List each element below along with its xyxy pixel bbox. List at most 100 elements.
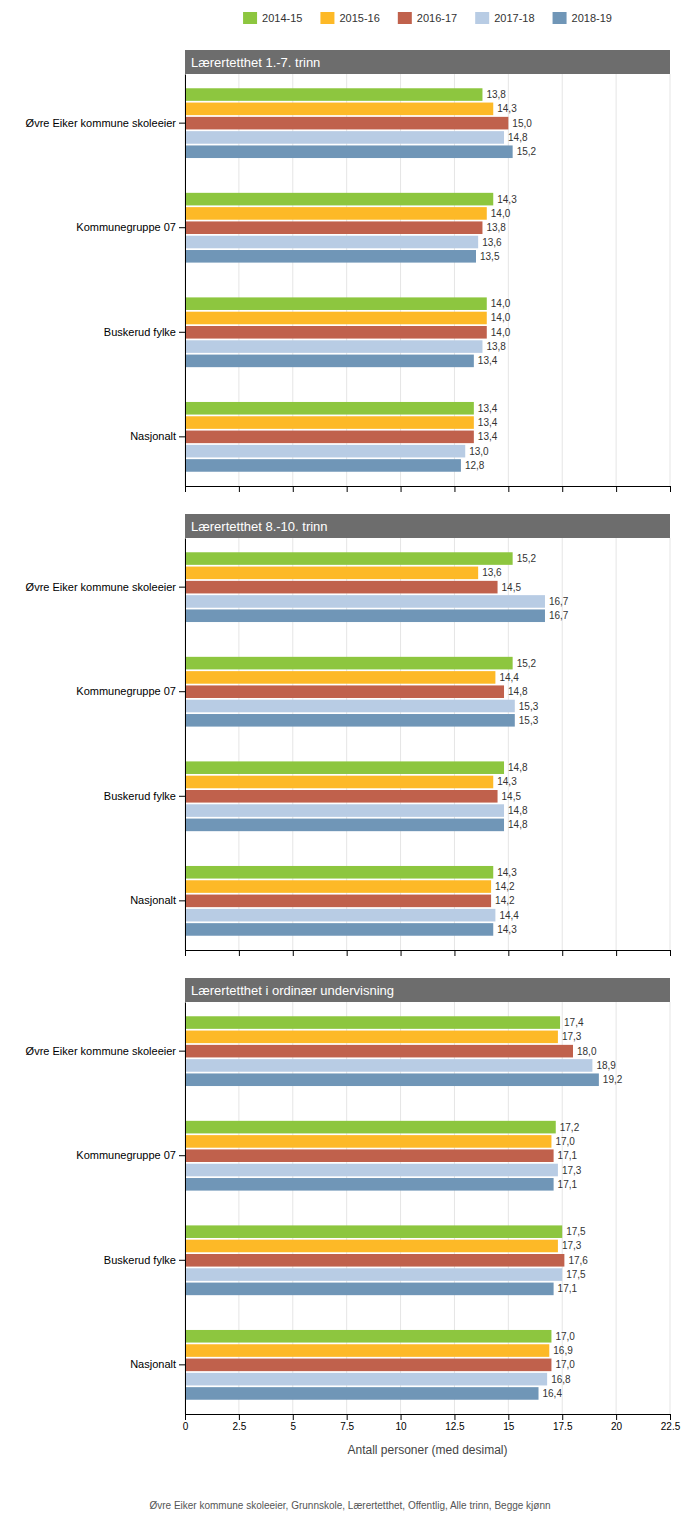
data-label: 17,0 — [555, 1331, 575, 1342]
x-tick-label: 17.5 — [553, 1421, 573, 1432]
x-tick-label: 2.5 — [232, 1421, 246, 1432]
bar — [185, 459, 461, 472]
data-label: 14,8 — [508, 805, 528, 816]
data-labels: 15,215,214,814,313,614,414,314,214,514,8… — [482, 553, 569, 935]
x-tick-mark — [293, 486, 294, 492]
x-tick-mark — [670, 950, 671, 956]
y-tick: Buskerud fylke — [104, 1254, 185, 1266]
bar — [185, 416, 474, 429]
data-label: 14,4 — [499, 910, 519, 921]
data-label: 14,8 — [508, 762, 528, 773]
title: Lærertetthet i ordinær undervisning — [191, 983, 394, 998]
bar — [185, 1149, 554, 1162]
bar — [185, 685, 504, 698]
x-tick — [508, 486, 509, 492]
bar — [185, 340, 482, 353]
legend-item: 2014-15 — [243, 12, 302, 24]
grid — [185, 74, 670, 486]
data-label: 14,8 — [508, 132, 528, 143]
grid-line — [562, 74, 563, 486]
bar — [185, 445, 465, 458]
x-tick: 5 — [290, 1414, 296, 1432]
x-tick-mark — [616, 950, 617, 956]
data-label: 17,0 — [555, 1136, 575, 1147]
data-label: 18,0 — [577, 1046, 597, 1057]
bar — [185, 609, 545, 622]
y-axis: Øvre Eiker kommune skoleeierKommunegrupp… — [26, 539, 186, 951]
y-axis-line — [185, 1003, 186, 1415]
bar — [185, 207, 487, 220]
bar — [185, 567, 478, 580]
section-header — [185, 514, 670, 538]
data-label: 14,0 — [491, 312, 511, 323]
legend-item: 2016-17 — [398, 12, 457, 24]
data-label: 13,8 — [486, 341, 506, 352]
data-label: 17,1 — [558, 1179, 578, 1190]
y-tick: Buskerud fylke — [104, 790, 185, 802]
x-tick-mark — [454, 486, 455, 492]
x-axis — [186, 486, 671, 492]
x-tick-mark — [454, 1414, 455, 1420]
x-tick — [401, 950, 402, 956]
x-tick-mark — [185, 1414, 186, 1420]
y-tick: Kommunegruppe 07 — [76, 1149, 185, 1161]
panel: Lærertetthet 1.-7. trinn13,814,314,013,4… — [26, 50, 671, 492]
x-axis: 02.557.51012.51517.52022.5 — [183, 1414, 681, 1432]
data-label: 12,8 — [465, 460, 485, 471]
data-labels: 17,417,217,517,017,317,017,316,918,017,1… — [543, 1017, 623, 1399]
y-tick-mark — [179, 691, 185, 692]
y-tick-mark — [179, 227, 185, 228]
x-tick-mark — [401, 486, 402, 492]
data-label: 13,5 — [480, 251, 500, 262]
y-tick-label: Buskerud fylke — [104, 326, 176, 338]
x-tick: 7.5 — [340, 1414, 354, 1432]
bar — [185, 1330, 551, 1343]
legend-item: 2015-16 — [320, 12, 379, 24]
grid-line — [670, 538, 671, 950]
x-tick-label: 12.5 — [445, 1421, 465, 1432]
bar — [185, 131, 504, 144]
x-tick: 20 — [611, 1414, 623, 1432]
y-tick-label: Nasjonalt — [130, 1358, 176, 1370]
legend-item: 2018-19 — [553, 12, 612, 24]
data-label: 16,4 — [543, 1388, 563, 1399]
x-tick — [562, 950, 563, 956]
y-tick-mark — [179, 332, 185, 333]
legend: 2014-152015-162016-172017-182018-19 — [243, 12, 612, 24]
x-tick-label: 10 — [395, 1421, 407, 1432]
x-tick: 2.5 — [232, 1414, 246, 1432]
section-header — [185, 50, 670, 74]
y-tick: Øvre Eiker kommune skoleeier — [26, 117, 185, 129]
bar — [185, 761, 504, 774]
x-tick-label: 22.5 — [661, 1421, 681, 1432]
panel: Lærertetthet i ordinær undervisning17,41… — [26, 978, 681, 1457]
bar — [185, 326, 487, 339]
bar — [185, 250, 476, 263]
bar — [185, 1387, 539, 1400]
x-tick-label: 15 — [503, 1421, 515, 1432]
bar — [185, 595, 545, 608]
y-tick: Øvre Eiker kommune skoleeier — [26, 1045, 185, 1057]
data-label: 14,5 — [502, 582, 522, 593]
legend-swatch — [553, 12, 567, 24]
y-tick-label: Kommunegruppe 07 — [76, 685, 176, 697]
x-tick — [562, 486, 563, 492]
data-label: 15,3 — [519, 715, 539, 726]
legend-label: 2014-15 — [262, 12, 302, 24]
y-tick-label: Nasjonalt — [130, 894, 176, 906]
x-tick-mark — [670, 486, 671, 492]
bar — [185, 1031, 558, 1044]
x-tick — [454, 950, 455, 956]
x-tick-mark — [347, 486, 348, 492]
data-labels: 13,814,314,013,414,314,014,013,415,013,8… — [465, 89, 537, 471]
data-label: 13,4 — [478, 417, 498, 428]
x-tick-mark — [562, 950, 563, 956]
bar — [185, 776, 493, 789]
y-tick-label: Buskerud fylke — [104, 1254, 176, 1266]
section-header — [185, 978, 670, 1002]
bar — [185, 1373, 547, 1386]
x-tick-mark — [239, 486, 240, 492]
bar — [185, 1240, 558, 1253]
legend-swatch — [475, 12, 489, 24]
data-label: 13,4 — [478, 431, 498, 442]
